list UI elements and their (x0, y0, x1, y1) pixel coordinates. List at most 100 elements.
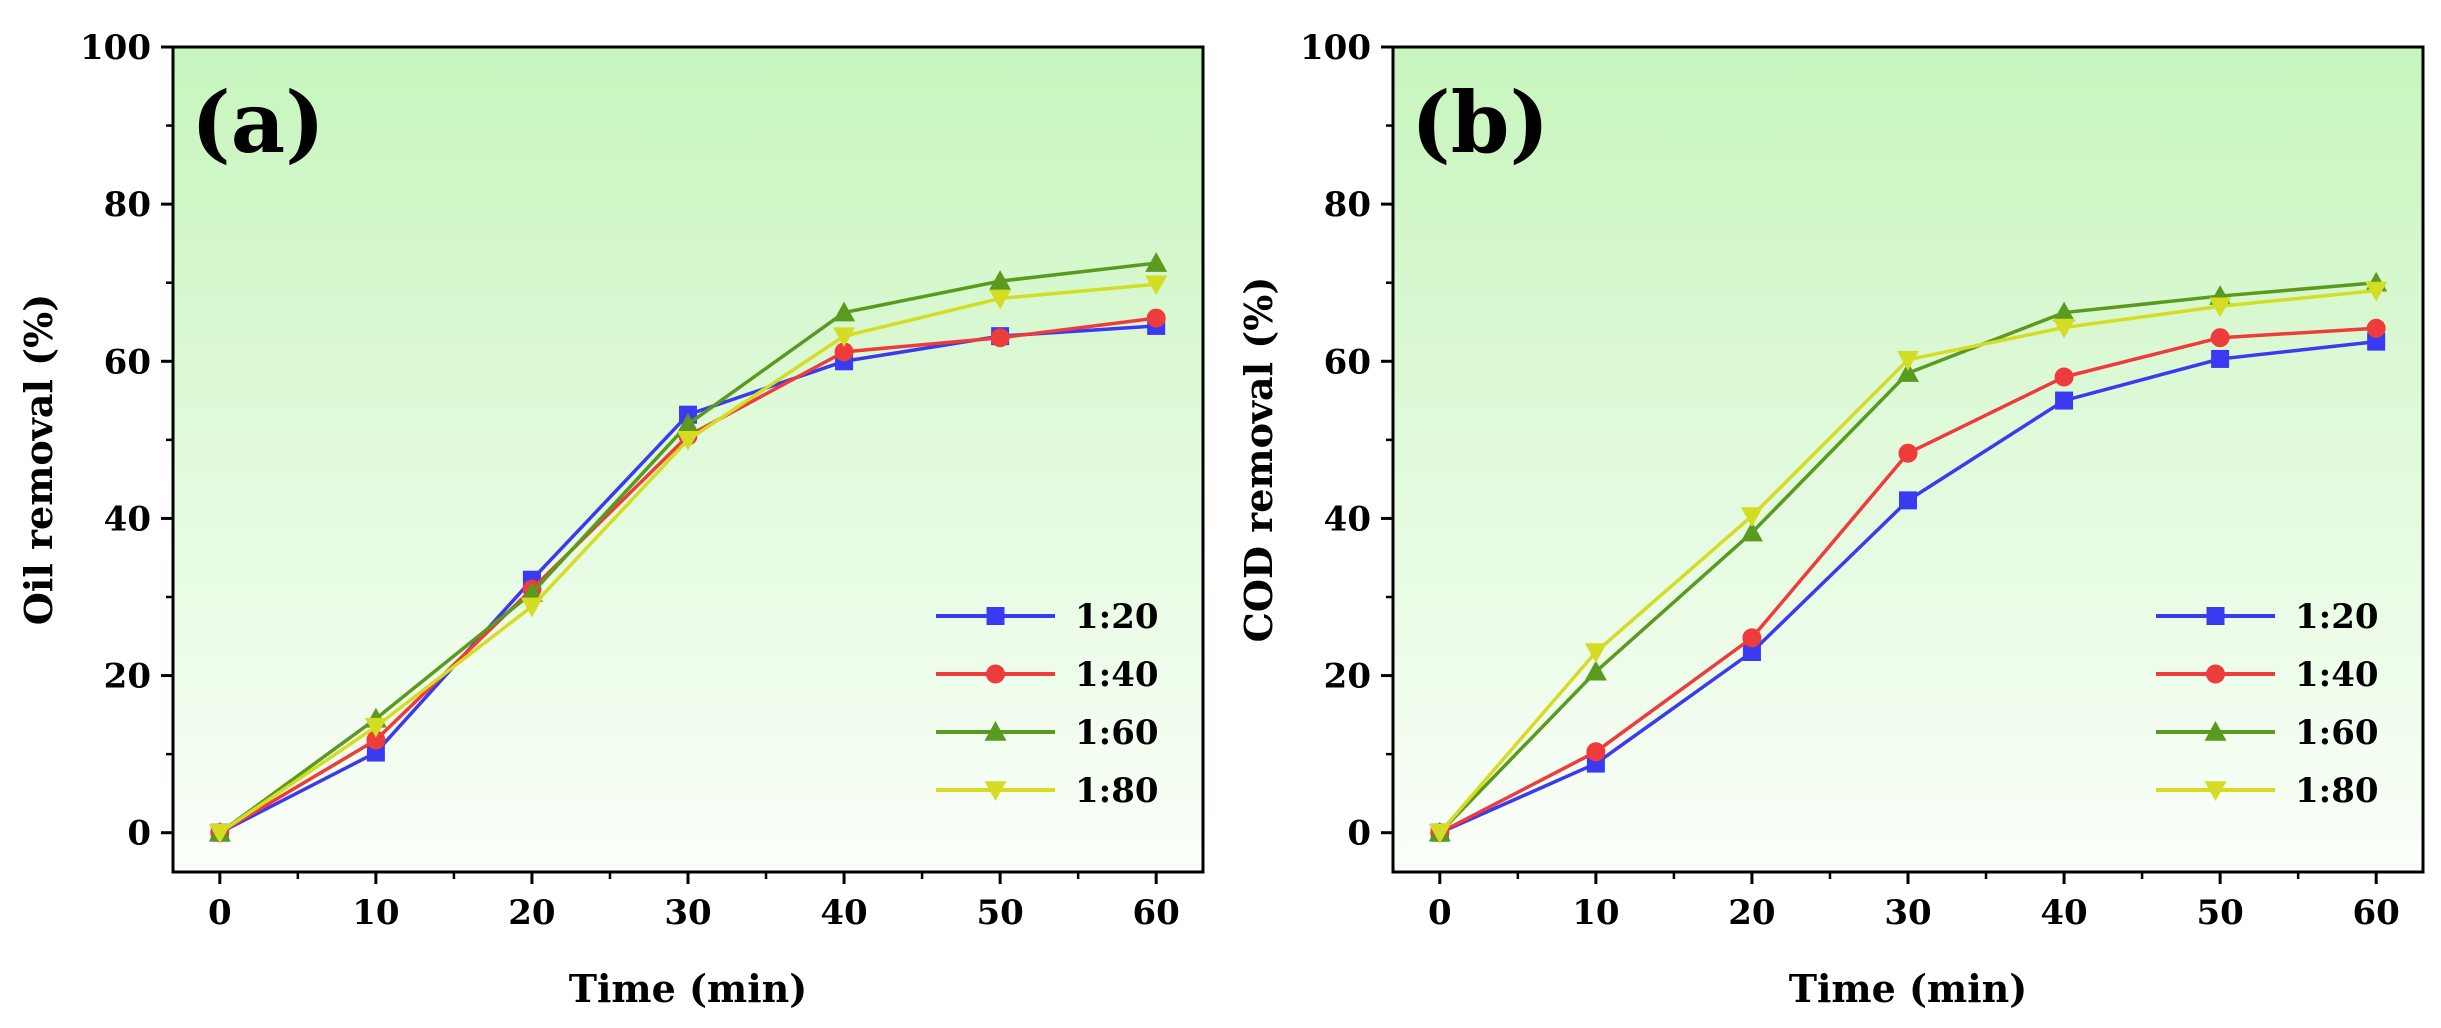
data-point (2211, 349, 2230, 368)
x-tick-label: 0 (1428, 893, 1452, 933)
legend-label: 1:20 (1075, 597, 1159, 637)
data-point (2366, 318, 2386, 338)
legend: 1:20 1:40 1:60 1:80 (936, 597, 1159, 811)
data-point (520, 597, 543, 618)
y-tick-label: 100 (80, 28, 151, 68)
data-point (834, 342, 854, 362)
data-point (1145, 252, 1168, 272)
data-point (1584, 643, 1607, 663)
legend-item: 1:20 (2156, 597, 2379, 637)
legend-item: 1:60 (2156, 713, 2379, 753)
data-point (1146, 308, 1166, 328)
x-tick-label: 10 (1572, 893, 1619, 933)
data-point (2210, 328, 2230, 348)
data-point (364, 717, 387, 738)
y-axis-label: Oil removal (%) (16, 294, 61, 625)
x-tick-label: 30 (664, 893, 711, 933)
legend-label: 1:40 (2295, 655, 2379, 695)
data-point (990, 328, 1010, 348)
data-point (1897, 350, 1919, 371)
legend-label: 1:80 (2295, 771, 2379, 811)
y-tick-label: 60 (104, 342, 151, 382)
legend-marker (986, 664, 1005, 684)
plot-area (173, 47, 1203, 872)
panel-label: (a) (191, 73, 325, 172)
y-tick-label: 20 (1324, 657, 1371, 697)
data-point (2054, 367, 2074, 387)
panel-label: (b) (1411, 73, 1549, 172)
legend-marker (984, 721, 1007, 741)
legend-marker (2206, 664, 2225, 684)
chart-panel-b: 0 10 20 30 40 50 60 0 20 40 60 80 100 Time (min) COD r… (1236, 28, 2425, 1011)
y-tick-label: 40 (1324, 499, 1371, 539)
x-tick-label: 30 (1884, 893, 1931, 933)
data-point (1428, 823, 1451, 844)
legend-marker (2204, 781, 2227, 801)
x-tick-label: 40 (820, 893, 867, 933)
x-tick-label: 20 (1728, 893, 1775, 933)
y-tick-label: 100 (1300, 28, 1371, 68)
data-point (989, 289, 1012, 310)
data-point (989, 270, 1012, 290)
data-point (1897, 362, 1919, 382)
data-point (2367, 332, 2386, 351)
y-tick-label: 80 (104, 185, 151, 225)
legend-item: 1:40 (936, 655, 1159, 695)
y-tick-label: 20 (104, 657, 151, 697)
y-tick-label: 0 (1347, 814, 1371, 854)
data-point (677, 413, 699, 433)
series-1-80 (1428, 281, 2388, 844)
data-point (1899, 491, 1917, 510)
legend-label: 1:20 (2295, 597, 2379, 637)
data-point (1145, 275, 1168, 296)
y-axis-label: COD removal (%) (1236, 277, 1281, 643)
legend: 1:20 1:40 1:60 1:80 (2156, 597, 2379, 811)
x-tick-label: 50 (976, 893, 1023, 933)
data-point (1586, 742, 1606, 762)
data-point (677, 431, 699, 451)
legend-label: 1:60 (1075, 713, 1159, 753)
chart-panel-a: 0 10 20 30 40 50 60 0 20 40 60 80 100 Time (min) Oil r… (16, 28, 1205, 1011)
legend-label: 1:40 (1075, 655, 1159, 695)
legend-label: 1:60 (2295, 713, 2379, 753)
x-tick-label: 60 (2353, 893, 2400, 933)
series-1-80 (208, 275, 1168, 844)
data-point (1742, 628, 1762, 648)
data-point (2209, 297, 2232, 318)
x-tick-label: 10 (352, 893, 399, 933)
x-tick-label: 40 (2040, 893, 2087, 933)
x-tick-label: 20 (508, 893, 555, 933)
legend-item: 1:80 (936, 771, 1159, 811)
y-tick-label: 40 (104, 499, 151, 539)
data-point (366, 730, 386, 750)
y-tick-label: 60 (1324, 342, 1371, 382)
x-axis-label: Time (min) (569, 966, 808, 1011)
x-axis-label: Time (min) (1789, 966, 2028, 1011)
legend-item: 1:80 (2156, 771, 2379, 811)
legend-label: 1:80 (1075, 771, 1159, 811)
data-point (208, 823, 231, 844)
legend-item: 1:40 (2156, 655, 2379, 695)
x-tick-label: 50 (2196, 893, 2243, 933)
legend-item: 1:20 (936, 597, 1159, 637)
legend-marker (984, 781, 1007, 801)
data-point (1898, 443, 1918, 463)
data-point (520, 582, 543, 602)
y-tick-label: 0 (127, 814, 151, 854)
legend-item: 1:60 (936, 713, 1159, 753)
data-point (2053, 318, 2076, 339)
legend-marker (986, 607, 1005, 625)
x-tick-label: 60 (1133, 893, 1180, 933)
data-point (1740, 521, 1763, 542)
data-point (1740, 507, 1763, 528)
legend-marker (2204, 721, 2227, 741)
data-point (1742, 643, 1761, 661)
x-tick-label: 0 (208, 893, 232, 933)
y-tick-label: 80 (1324, 185, 1371, 225)
data-point (1584, 660, 1607, 681)
legend-marker (2206, 607, 2225, 625)
data-point (833, 327, 856, 348)
data-point (2055, 391, 2074, 410)
data-point (833, 301, 856, 322)
